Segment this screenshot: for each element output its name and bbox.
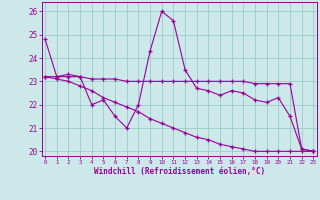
X-axis label: Windchill (Refroidissement éolien,°C): Windchill (Refroidissement éolien,°C) (94, 167, 265, 176)
